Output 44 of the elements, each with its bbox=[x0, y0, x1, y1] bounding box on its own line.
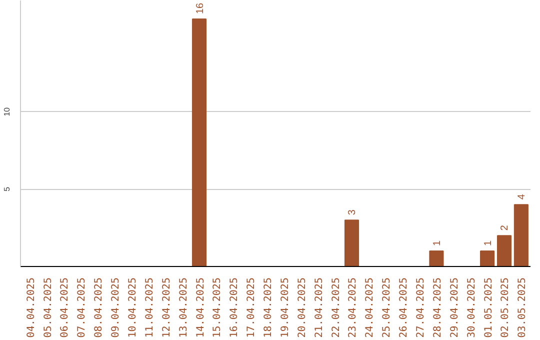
data-label: 2 bbox=[500, 224, 511, 231]
x-tick-label: 21.04.2025 bbox=[314, 277, 325, 338]
x-tick-label: 23.04.2025 bbox=[348, 277, 359, 338]
data-label: 16 bbox=[194, 2, 206, 14]
x-tick-label: 10.04.2025 bbox=[127, 277, 138, 338]
x-tick-label: 22.04.2025 bbox=[330, 277, 342, 338]
x-tick-label: 25.04.2025 bbox=[382, 277, 393, 338]
x-tick-label: 19.04.2025 bbox=[280, 277, 291, 338]
y-tick-label: 5 bbox=[2, 186, 12, 192]
x-tick-label: 03.05.2025 bbox=[517, 277, 528, 338]
x-tick-label: 13.04.2025 bbox=[178, 277, 190, 338]
x-tick-label: 09.04.2025 bbox=[110, 277, 122, 338]
x-tick-label: 17.04.2025 bbox=[246, 277, 258, 338]
x-tick-label: 15.04.2025 bbox=[212, 277, 224, 338]
x-tick-label: 26.04.2025 bbox=[398, 277, 410, 338]
bar bbox=[514, 204, 528, 266]
x-tick-label: 18.04.2025 bbox=[263, 277, 274, 338]
bar bbox=[192, 18, 207, 266]
x-tick-label: 05.04.2025 bbox=[42, 277, 54, 338]
x-tick-label: 27.04.2025 bbox=[416, 277, 427, 338]
data-label: 4 bbox=[516, 194, 528, 200]
bar bbox=[496, 235, 512, 266]
x-tick-label: 20.04.2025 bbox=[296, 277, 308, 338]
x-tick-label: 30.04.2025 bbox=[466, 277, 478, 338]
x-tick-label: 04.04.2025 bbox=[26, 277, 37, 338]
x-tick-label: 29.04.2025 bbox=[449, 277, 460, 338]
x-tick-label: 28.04.2025 bbox=[432, 277, 444, 338]
data-label: 1 bbox=[432, 240, 443, 246]
x-tick-label: 08.04.2025 bbox=[94, 277, 105, 338]
bar bbox=[344, 220, 360, 266]
y-tick-label: 10 bbox=[2, 106, 12, 116]
bar bbox=[429, 250, 444, 266]
x-tick-label: 01.05.2025 bbox=[483, 277, 494, 338]
x-tick-label: 16.04.2025 bbox=[229, 277, 240, 338]
x-tick-label: 12.04.2025 bbox=[161, 277, 172, 338]
bar bbox=[480, 250, 495, 266]
x-tick-label: 11.04.2025 bbox=[144, 277, 156, 338]
x-tick-label: 06.04.2025 bbox=[60, 277, 71, 338]
x-tick-label: 24.04.2025 bbox=[364, 277, 376, 338]
data-label: 1 bbox=[482, 240, 494, 246]
x-tick-label: 02.05.2025 bbox=[500, 277, 512, 338]
x-tick-label: 14.04.2025 bbox=[195, 277, 206, 338]
x-tick-label: 07.04.2025 bbox=[76, 277, 88, 338]
data-label: 3 bbox=[347, 209, 358, 216]
